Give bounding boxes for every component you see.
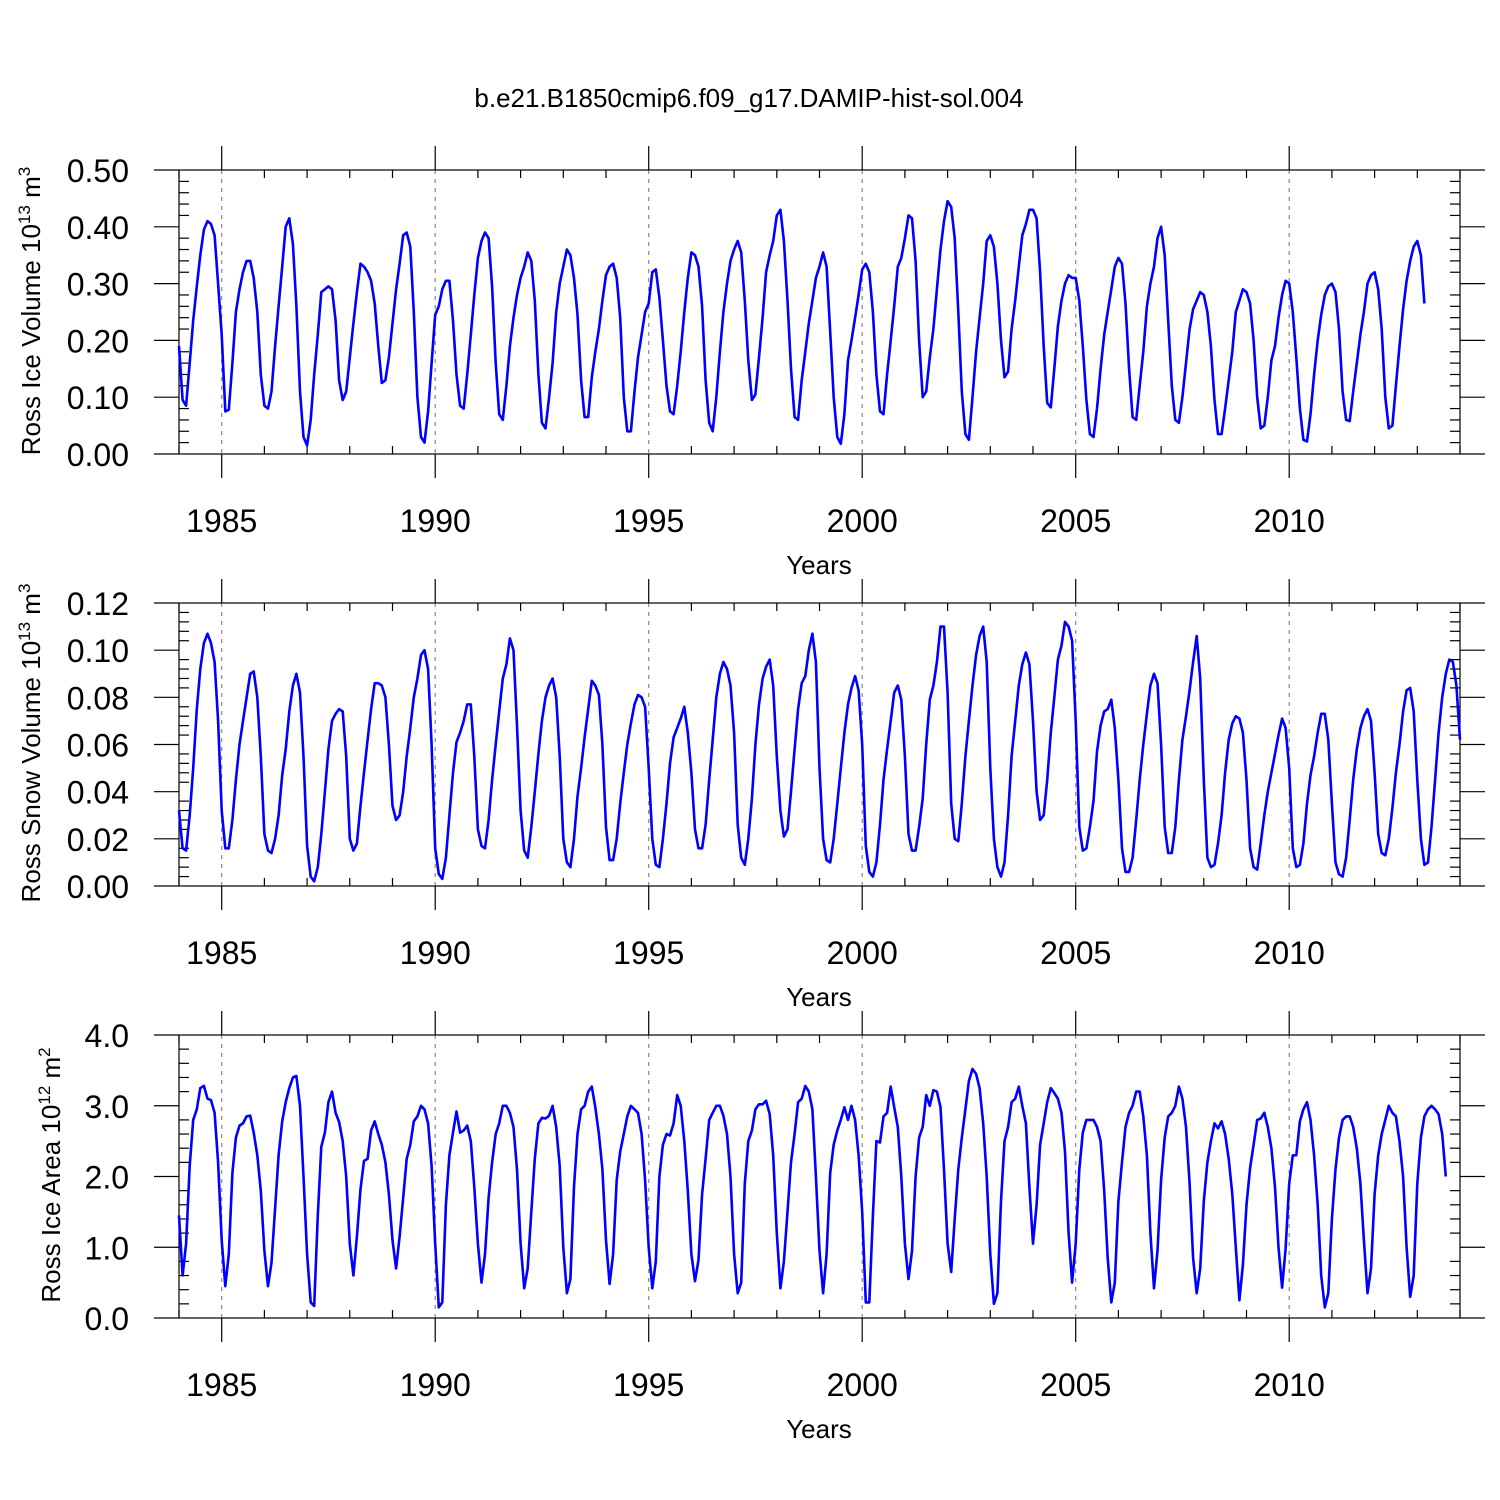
x-tick-label: 2000: [827, 503, 898, 539]
x-tick-label: 1995: [613, 1367, 684, 1403]
x-tick-label: 1995: [613, 503, 684, 539]
x-tick-label: 1995: [613, 935, 684, 971]
y-tick-label: 0.04: [67, 775, 129, 811]
x-tick-label: 2010: [1254, 503, 1325, 539]
x-tick-label: 1990: [400, 503, 471, 539]
y-tick-label: 3.0: [85, 1089, 129, 1125]
x-axis-title: Years: [786, 982, 852, 1012]
y-tick-label: 1.0: [85, 1230, 129, 1266]
x-tick-label: 2000: [827, 1367, 898, 1403]
x-tick-label: 1985: [186, 503, 257, 539]
y-tick-label: 0.20: [67, 323, 129, 359]
x-tick-label: 2000: [827, 935, 898, 971]
y-tick-label: 0.0: [85, 1301, 129, 1337]
y-tick-label: 4.0: [85, 1018, 129, 1054]
y-axis-title: Ross Ice Volume 1013 m3: [15, 167, 46, 456]
y-axis-title: Ross Ice Area 1012 m2: [35, 1047, 66, 1302]
y-tick-label: 0.00: [67, 869, 129, 905]
plot-frame: [178, 602, 1461, 887]
x-tick-label: 1990: [400, 935, 471, 971]
figure-title: b.e21.B1850cmip6.f09_g17.DAMIP-hist-sol.…: [474, 83, 1023, 113]
plot-frame: [178, 169, 1461, 455]
y-tick-label: 0.00: [67, 437, 129, 473]
x-axis-title: Years: [786, 550, 852, 580]
x-tick-label: 2010: [1254, 1367, 1325, 1403]
y-tick-label: 0.40: [67, 210, 129, 246]
x-tick-label: 2005: [1040, 1367, 1111, 1403]
y-tick-label: 0.10: [67, 380, 129, 416]
x-tick-label: 2005: [1040, 935, 1111, 971]
x-axis-title: Years: [786, 1414, 852, 1444]
ice-volume-panel: Years Ross Ice Volume 1013 m3 1985 1990 19…: [15, 146, 1485, 580]
series-line: [177, 620, 1462, 883]
y-tick-label: 2.0: [85, 1160, 129, 1196]
plot-frame: [178, 1034, 1461, 1319]
x-tick-label: 2010: [1254, 935, 1325, 971]
series-line: [177, 1067, 1448, 1309]
y-tick-label: 0.30: [67, 267, 129, 303]
series-line: [177, 199, 1426, 447]
y-tick-label: 0.50: [67, 153, 129, 189]
x-tick-label: 1985: [186, 1367, 257, 1403]
x-tick-label: 1985: [186, 935, 257, 971]
y-tick-label: 0.02: [67, 822, 129, 858]
snow-volume-panel: Years Ross Snow Volume 1013 m3 1985 1990 1…: [15, 579, 1485, 1012]
x-tick-label: 2005: [1040, 503, 1111, 539]
ice-area-panel: Years Ross Ice Area 1012 m2 1985 1990 1995…: [35, 1011, 1485, 1444]
x-tick-label: 1990: [400, 1367, 471, 1403]
y-tick-label: 0.12: [67, 586, 129, 622]
y-tick-label: 0.08: [67, 680, 129, 716]
y-tick-label: 0.10: [67, 633, 129, 669]
y-axis-title: Ross Snow Volume 1013 m3: [15, 584, 46, 903]
y-tick-label: 0.06: [67, 728, 129, 764]
